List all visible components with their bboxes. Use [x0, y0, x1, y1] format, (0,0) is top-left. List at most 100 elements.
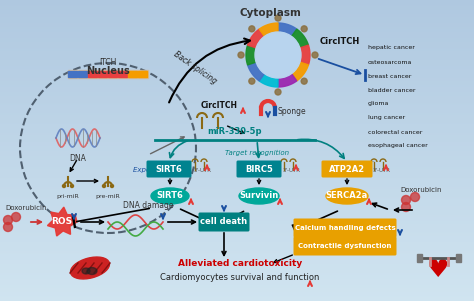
Bar — [0, 135, 474, 136]
Bar — [0, 23, 474, 24]
Bar — [0, 25, 474, 26]
Bar — [0, 226, 474, 227]
Bar — [0, 244, 474, 245]
Bar — [0, 100, 474, 101]
Bar — [0, 215, 474, 216]
Bar — [0, 65, 474, 66]
Bar — [0, 120, 474, 121]
Bar — [0, 104, 474, 105]
Bar — [0, 18, 474, 19]
Bar — [0, 108, 474, 109]
Bar — [0, 275, 474, 276]
Bar — [0, 0, 474, 1]
Bar — [0, 147, 474, 148]
FancyBboxPatch shape — [293, 219, 396, 237]
Bar — [0, 270, 474, 271]
Bar — [0, 173, 474, 174]
Bar — [0, 90, 474, 91]
Bar — [0, 86, 474, 87]
Bar — [0, 241, 474, 242]
Bar — [0, 118, 474, 119]
Bar — [0, 261, 474, 262]
Text: ♥: ♥ — [427, 258, 449, 282]
Bar — [0, 33, 474, 34]
Bar — [0, 27, 474, 28]
Bar — [0, 71, 474, 72]
Bar — [0, 189, 474, 190]
Polygon shape — [278, 74, 297, 87]
Bar — [0, 254, 474, 255]
Bar — [0, 167, 474, 168]
Bar — [0, 164, 474, 165]
Bar — [0, 134, 474, 135]
Bar — [0, 242, 474, 243]
Bar — [0, 238, 474, 239]
Bar — [0, 73, 474, 74]
Polygon shape — [259, 23, 278, 36]
Bar — [0, 155, 474, 156]
Ellipse shape — [239, 188, 279, 204]
Bar — [0, 138, 474, 139]
Bar — [0, 21, 474, 22]
Bar — [0, 266, 474, 267]
Bar — [0, 256, 474, 257]
Bar — [0, 152, 474, 153]
Bar — [0, 218, 474, 219]
Bar — [0, 178, 474, 179]
Bar — [0, 64, 474, 65]
Bar — [0, 297, 474, 298]
Ellipse shape — [71, 257, 109, 279]
Bar — [0, 16, 474, 17]
Bar — [0, 294, 474, 295]
Bar — [0, 265, 474, 266]
Bar — [0, 278, 474, 279]
Circle shape — [401, 196, 410, 204]
Bar — [0, 227, 474, 228]
Bar — [0, 38, 474, 39]
Circle shape — [71, 185, 73, 188]
Bar — [0, 40, 474, 41]
Text: colorectal cancer: colorectal cancer — [368, 129, 422, 135]
Bar — [0, 76, 474, 77]
Bar — [0, 168, 474, 169]
Bar — [0, 154, 474, 155]
Bar — [0, 142, 474, 143]
Bar — [0, 201, 474, 202]
FancyBboxPatch shape — [321, 160, 373, 178]
Bar — [0, 299, 474, 300]
Polygon shape — [247, 29, 264, 48]
Bar — [0, 209, 474, 210]
Text: Contractile dysfunction: Contractile dysfunction — [298, 243, 392, 249]
Bar — [0, 243, 474, 244]
Bar — [0, 295, 474, 296]
Text: osteosarcoma: osteosarcoma — [368, 60, 412, 64]
Bar — [0, 204, 474, 205]
Bar — [0, 9, 474, 10]
Bar — [0, 169, 474, 170]
Bar — [0, 207, 474, 208]
Bar — [0, 141, 474, 142]
Bar — [0, 44, 474, 45]
Bar — [0, 225, 474, 226]
Bar — [128, 71, 137, 77]
Ellipse shape — [326, 188, 368, 204]
Text: esophageal cancer: esophageal cancer — [368, 144, 428, 148]
Bar — [0, 112, 474, 113]
Bar — [0, 170, 474, 171]
Bar — [0, 300, 474, 301]
Bar — [0, 298, 474, 299]
Bar — [0, 195, 474, 196]
Bar — [0, 49, 474, 50]
Bar — [0, 129, 474, 130]
Bar — [0, 34, 474, 35]
Text: miR-330-5p: miR-330-5p — [208, 127, 262, 136]
Text: 3'-UTR: 3'-UTR — [283, 167, 301, 172]
Bar — [0, 186, 474, 187]
FancyBboxPatch shape — [146, 160, 191, 178]
Bar — [0, 115, 474, 116]
Bar — [138, 71, 147, 77]
Bar — [0, 66, 474, 67]
Bar — [0, 153, 474, 154]
Bar — [0, 156, 474, 157]
Bar — [0, 276, 474, 277]
